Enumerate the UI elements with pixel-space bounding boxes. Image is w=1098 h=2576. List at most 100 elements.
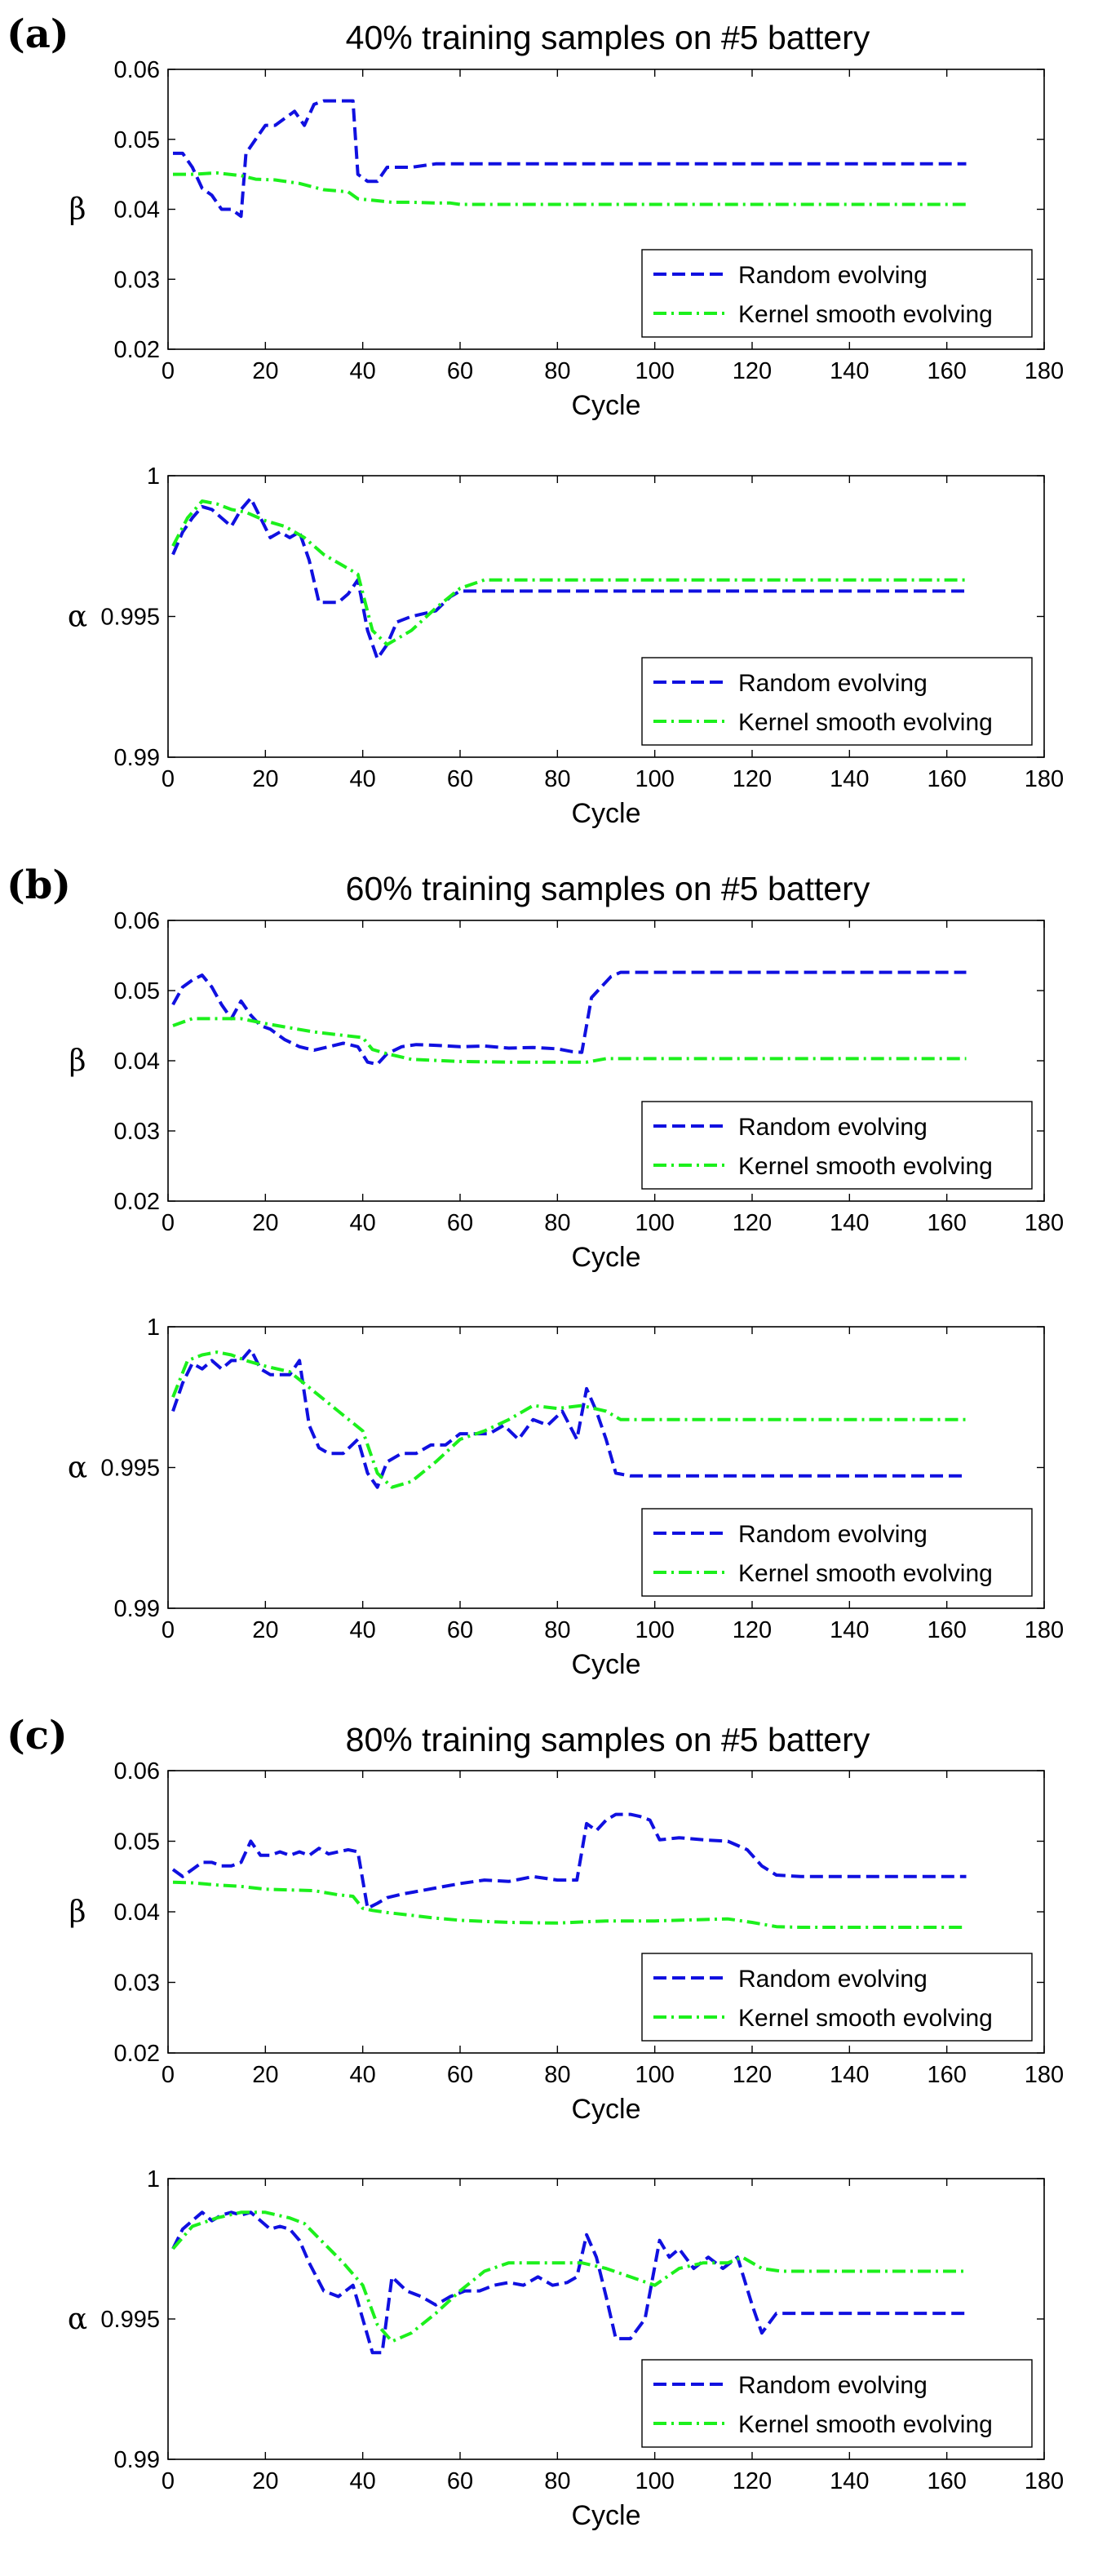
y-tick-label: 0.05 (114, 127, 160, 153)
y-tick-label: 0.04 (114, 197, 160, 224)
legend-label-random: Random evolving (738, 670, 928, 697)
x-tick-label: 20 (252, 2468, 278, 2494)
series-kernel-smooth-evolving (171, 499, 967, 646)
y-axis-label: α (68, 601, 87, 634)
series-kernel-smooth-evolving (172, 1880, 967, 1929)
x-tick-label: 180 (1025, 1617, 1064, 1643)
y-tick-label: 0.03 (114, 1119, 160, 1145)
x-tick-label: 20 (252, 358, 278, 384)
legend: Random evolving Kernel smooth evolving (641, 1101, 1033, 1190)
x-tick-label: 80 (544, 2062, 570, 2088)
y-tick-label: 0.03 (114, 1971, 160, 1997)
legend-box (641, 1508, 1033, 1597)
legend-label-kernel: Kernel smooth evolving (738, 1560, 993, 1587)
chart-4: 0 20 40 60 80 100 120 140 160 180 0.99 0.995 1 Cycle α… (68, 1315, 1064, 1680)
chart-title-a: 40% training samples on #5 battery (346, 19, 870, 56)
y-axis-label: β (69, 193, 86, 227)
panel-b-header: (b) 60% training samples on #5 battery (7, 862, 870, 908)
x-tick-label: 0 (162, 2062, 175, 2088)
y-tick-label: 0.04 (114, 1049, 160, 1075)
y-tick-label: 0.995 (100, 1456, 160, 1482)
x-tick-label: 40 (350, 2468, 376, 2494)
x-tick-label: 0 (162, 2468, 175, 2494)
chart-title-c: 80% training samples on #5 battery (346, 1721, 870, 1758)
panel-c-header: (c) 80% training samples on #5 battery (7, 1713, 870, 1758)
x-tick-label: 160 (927, 766, 966, 792)
y-tick-label: 0.05 (114, 978, 160, 1004)
x-axis-label: Cycle (571, 1242, 640, 1273)
x-tick-label: 80 (544, 1210, 570, 1236)
x-tick-label: 100 (635, 2062, 674, 2088)
x-tick-label: 40 (350, 358, 376, 384)
legend-label-kernel: Kernel smooth evolving (738, 1153, 993, 1180)
x-tick-label: 160 (927, 358, 966, 384)
series-kernel-smooth-evolving (172, 1017, 967, 1064)
x-tick-label: 140 (830, 2468, 869, 2494)
chart-2: 0 20 40 60 80 100 120 140 160 180 0.99 0.995 1 Cycle α… (68, 463, 1064, 829)
legend-label-kernel: Kernel smooth evolving (738, 709, 993, 736)
y-tick-label: 0.995 (100, 2307, 160, 2333)
y-tick-label: 0.06 (114, 908, 160, 934)
x-tick-label: 20 (252, 766, 278, 792)
x-axis-label: Cycle (571, 390, 640, 421)
series-random-evolving (171, 2210, 967, 2355)
x-tick-label: 100 (635, 766, 674, 792)
series-random-evolving (173, 99, 967, 219)
x-tick-label: 20 (252, 1210, 278, 1236)
x-tick-label: 140 (830, 1617, 869, 1643)
legend-box (641, 1953, 1033, 2042)
x-tick-label: 40 (350, 1617, 376, 1643)
x-tick-label: 120 (733, 358, 772, 384)
y-axis-label: β (69, 1044, 86, 1078)
y-tick-label: 0.04 (114, 1900, 160, 1926)
x-tick-label: 100 (635, 2468, 674, 2494)
legend-box (641, 657, 1033, 746)
chart-3: 0 20 40 60 80 100 120 140 160 180 0.02 0.03 0.04 0.05… (69, 908, 1065, 1273)
series-random-evolving (171, 970, 967, 1066)
legend: Random evolving Kernel smooth evolving (641, 1508, 1033, 1597)
y-tick-label: 0.99 (114, 745, 160, 771)
x-tick-label: 140 (830, 1210, 869, 1236)
legend-box (641, 1101, 1033, 1190)
legend: Random evolving Kernel smooth evolving (641, 657, 1033, 746)
x-tick-label: 0 (162, 1617, 175, 1643)
series-kernel-smooth-evolving (171, 2210, 967, 2343)
series-random-evolving (171, 1812, 967, 1910)
x-tick-label: 60 (447, 358, 473, 384)
x-tick-label: 180 (1025, 1210, 1064, 1236)
x-tick-label: 80 (544, 2468, 570, 2494)
panel-label-b: (b) (7, 862, 71, 908)
legend: Random evolving Kernel smooth evolving (641, 1953, 1033, 2042)
y-tick-label: 1 (147, 1315, 160, 1341)
y-tick-label: 0.99 (114, 2447, 160, 2473)
legend-label-kernel: Kernel smooth evolving (738, 301, 993, 328)
x-tick-label: 60 (447, 2062, 473, 2088)
x-tick-label: 100 (635, 358, 674, 384)
x-tick-label: 60 (447, 2468, 473, 2494)
y-tick-label: 0.995 (100, 605, 160, 631)
legend-label-random: Random evolving (738, 1114, 928, 1141)
x-tick-label: 180 (1025, 2468, 1064, 2494)
y-tick-label: 0.03 (114, 267, 160, 293)
x-tick-label: 120 (733, 766, 772, 792)
x-tick-label: 140 (830, 766, 869, 792)
x-tick-label: 60 (447, 766, 473, 792)
y-tick-label: 1 (147, 2166, 160, 2192)
chart-5: 0 20 40 60 80 100 120 140 160 180 0.02 0.03 0.04 0.05… (69, 1758, 1065, 2125)
x-axis-label: Cycle (571, 2094, 640, 2125)
y-tick-label: 1 (147, 463, 160, 490)
chart-title-b: 60% training samples on #5 battery (346, 870, 870, 907)
x-tick-label: 120 (733, 1210, 772, 1236)
x-tick-label: 80 (544, 1617, 570, 1643)
legend-box (641, 249, 1033, 338)
x-tick-label: 140 (830, 2062, 869, 2088)
panel-a-header: (a) 40% training samples on #5 battery (7, 11, 870, 57)
panel-label-c: (c) (7, 1713, 68, 1758)
y-tick-label: 0.02 (114, 2041, 160, 2067)
x-tick-label: 160 (927, 2062, 966, 2088)
y-tick-label: 0.02 (114, 1189, 160, 1215)
x-tick-label: 160 (927, 1617, 966, 1643)
x-tick-label: 160 (927, 2468, 966, 2494)
x-tick-label: 40 (350, 766, 376, 792)
